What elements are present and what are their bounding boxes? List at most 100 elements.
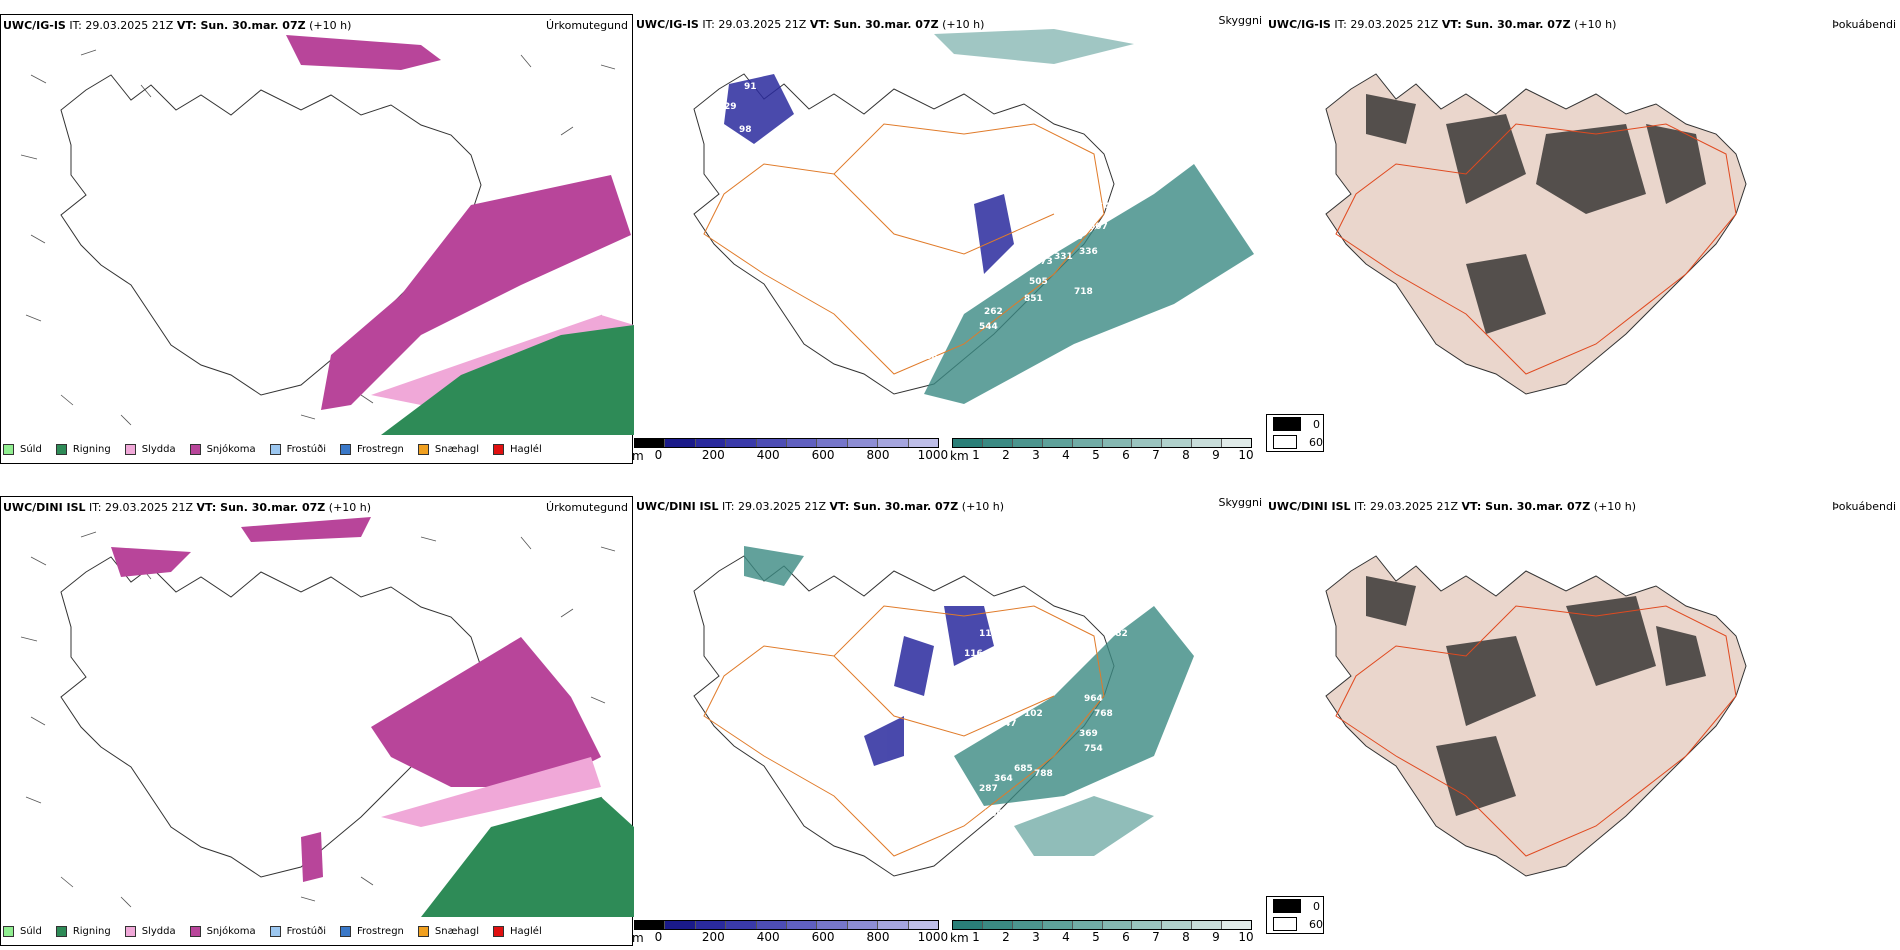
model-name: UWC/DINI ISL: [3, 501, 86, 514]
precip-legend: Súld Rigning Slydda Snjókoma Frostúði Frostre…: [3, 439, 556, 459]
cloud-base-label: 685: [1014, 764, 1033, 774]
cloud-base-ticks: 0 200 400 600 800 1000: [634, 930, 949, 944]
precip-map-top: [20, 35, 634, 435]
legend-label: Slydda: [141, 925, 176, 937]
cloud-base-label: 191: [1084, 197, 1103, 207]
colorbar-tick: 7: [1152, 448, 1160, 462]
legend-swatch: [189, 925, 201, 937]
colorbar-segment: [1132, 439, 1163, 447]
colorbar-segment: [756, 439, 788, 447]
colorbar-segment: [1222, 439, 1252, 447]
colorbar-segment: [665, 439, 696, 447]
colorbar-segment: [953, 439, 983, 447]
colorbar-segment: [1012, 439, 1043, 447]
visibility-panel-bottom: UWC/DINI ISL IT: 29.03.2025 21Z VT: Sun.…: [632, 496, 1266, 946]
cloud-base-label: 132: [909, 729, 928, 739]
colorbar-tick: 2: [1002, 930, 1010, 944]
init-time: IT: 29.03.2025 21Z: [702, 18, 807, 31]
fog-map-bottom: [1325, 555, 1747, 877]
colorbar-tick: 0: [654, 930, 663, 944]
colorbar-tick: 400: [756, 448, 780, 462]
fog-legend-item: 0: [1267, 415, 1323, 433]
fog-panel-top: UWC/IG-IS IT: 29.03.2025 21Z VT: Sun. 30…: [1266, 14, 1900, 464]
legend-swatch: [189, 443, 201, 455]
legend-label: Frostregn: [357, 443, 404, 455]
cloud-base-ticks: 0 200 400 600 800 1000: [634, 448, 949, 462]
colorbar-tick: 10: [1238, 930, 1254, 944]
cloud-base-label: 23: [994, 549, 1007, 559]
cloud-base-label: 18: [924, 347, 937, 357]
colorbar-segment: [1042, 439, 1073, 447]
init-time: IT: 29.03.2025 21Z: [69, 19, 174, 32]
cloud-base-label: 115: [984, 664, 1003, 674]
road-network: [703, 605, 1105, 857]
precip-legend-item: Haglél: [493, 443, 542, 455]
road-network: [1335, 605, 1737, 857]
colorbar-segment: [726, 921, 757, 929]
colorbar-tick: 5: [1092, 448, 1100, 462]
cloud-base-label: 268: [919, 352, 938, 362]
fog-map-top: [1325, 73, 1747, 395]
cloud-base-label: 102: [1024, 709, 1043, 719]
cloud-base-label: 102: [949, 257, 968, 267]
colorbar-tick: 800: [866, 930, 890, 944]
parameter-title: Úrkomutegund: [546, 19, 628, 32]
cloud-base-unit: m: [632, 931, 644, 945]
colorbar-tick: 6: [1122, 930, 1130, 944]
valid-time: VT: Sun. 30.mar. 07Z: [829, 500, 959, 513]
cloud-base-label: 336: [1079, 247, 1098, 257]
colorbar-tick: 200: [701, 448, 725, 462]
cloud-base-scale: [634, 920, 939, 930]
cloud-base-label: 21: [784, 147, 797, 157]
legend-swatch: [1273, 899, 1301, 913]
legend-label: Snjókoma: [206, 925, 256, 937]
init-time: IT: 29.03.2025 21Z: [722, 500, 827, 513]
colorbar-segment: [635, 921, 666, 929]
colorbar-segment: [1102, 439, 1133, 447]
legend-label: Súld: [20, 925, 42, 937]
panel-header: UWC/DINI ISL IT: 29.03.2025 21Z VT: Sun.…: [636, 500, 1004, 513]
colorbar-tick: 400: [756, 930, 780, 944]
colorbar-segment: [953, 921, 983, 929]
lead-time: (+10 h): [309, 19, 352, 32]
low-cloud-area: [724, 74, 1014, 274]
legend-label: Frostregn: [357, 925, 404, 937]
cloud-base-label: 364: [994, 774, 1013, 784]
colorbar-segment: [787, 439, 818, 447]
fog-legend-item: 60: [1267, 433, 1323, 451]
fog-legend: 0 60: [1266, 896, 1324, 934]
parameter-title: Þokuábendi: [1832, 18, 1896, 31]
parameter-title: Skyggni: [1218, 496, 1262, 509]
legend-swatch: [417, 925, 429, 937]
colorbar-segment: [726, 439, 757, 447]
fog-legend-item: 60: [1267, 915, 1323, 933]
fog-panel-bottom: UWC/DINI ISL IT: 29.03.2025 21Z VT: Sun.…: [1266, 496, 1900, 946]
precip-legend-item: Snjókoma: [189, 443, 256, 455]
cloud-base-label: 851: [1024, 294, 1043, 304]
colorbar-segment: [908, 439, 939, 447]
precip-map-bottom: [20, 517, 634, 917]
colorbar-tick: 5: [1092, 930, 1100, 944]
cloud-base-label: 443: [1104, 202, 1123, 212]
visibility-panel-top: UWC/IG-IS IT: 29.03.2025 21Z VT: Sun. 30…: [632, 14, 1266, 464]
precip-legend-item: Frostregn: [340, 443, 404, 455]
parameter-title: Úrkomutegund: [546, 501, 628, 514]
cloud-base-label: 964: [1084, 694, 1103, 704]
legend-swatch: [269, 443, 281, 455]
valid-time: VT: Sun. 30.mar. 07Z: [809, 18, 939, 31]
precip-legend-item: Snjókoma: [189, 925, 256, 937]
colorbar-segment: [635, 439, 666, 447]
panel-header: UWC/IG-IS IT: 29.03.2025 21Z VT: Sun. 30…: [3, 19, 351, 32]
legend-swatch: [493, 925, 505, 937]
cloud-base-labels: 116 119 115 103 132 103 47 102 782 964 768 369 754 68…: [909, 549, 1128, 874]
legend-swatch: [340, 925, 351, 937]
colorbar-tick: 4: [1062, 448, 1070, 462]
cloud-base-label: 47: [1004, 719, 1017, 729]
legend-label: 0: [1313, 417, 1320, 431]
colorbar-segment: [1042, 921, 1073, 929]
cloud-base-label: 91: [744, 82, 757, 92]
legend-label: Haglél: [510, 443, 542, 455]
colorbar-tick: 9: [1212, 448, 1220, 462]
colorbar-segment: [787, 921, 818, 929]
cloud-base-label: 116: [964, 649, 983, 659]
